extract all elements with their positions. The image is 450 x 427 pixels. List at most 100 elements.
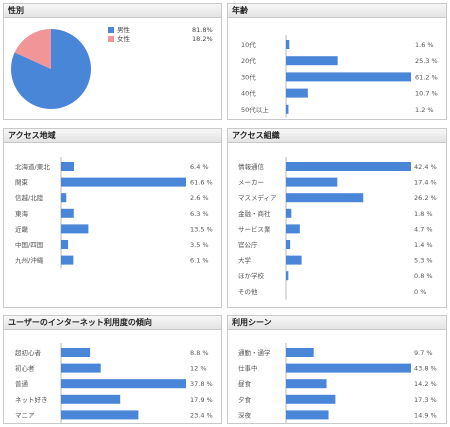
category-label: マニア (15, 411, 35, 419)
value-label: 14.9 % (414, 411, 437, 419)
category-label: 関東 (15, 178, 29, 187)
area-bar-chart: 北海道/東北 6.4 % 関東 61.6 % 信越/北陸 2.6 % 東海 6.3 % 近畿 13… (15, 157, 213, 269)
value-label: 37.8 % (190, 380, 213, 388)
category-label: ほか学校 (238, 271, 265, 280)
bar (286, 394, 336, 404)
bar (286, 56, 338, 66)
value-label: 43.8 % (414, 365, 437, 373)
category-label: 近畿 (15, 224, 29, 233)
bar (286, 255, 302, 265)
org-panel: アクセス組織 情報通信 42.4 % メーカー 17.4 % マスメディア 26.2 % 金… (227, 128, 447, 308)
panel-title: アクセス地域 (4, 129, 221, 143)
bar (286, 271, 289, 281)
category-label: 仕事中 (238, 364, 258, 373)
bar (286, 208, 292, 218)
panel-title: 年齢 (228, 4, 446, 18)
value-label: 25.3 % (415, 57, 438, 65)
value-label: 1.4 % (414, 241, 433, 249)
value-label: 1.6 % (415, 41, 434, 49)
bar (286, 379, 327, 389)
value-label: 0.8 % (414, 272, 433, 280)
legend-male-value: 81.8% (192, 26, 213, 34)
category-label: 30代 (241, 72, 256, 81)
bar (61, 363, 101, 373)
category-label: マスメディア (238, 193, 277, 202)
value-label: 6.1 % (190, 257, 209, 265)
bar (61, 348, 91, 357)
category-label: 昼食 (238, 379, 252, 388)
bar (286, 162, 411, 171)
panel-title: アクセス組織 (228, 129, 446, 143)
category-label: 官公庁 (238, 240, 258, 249)
category-label: 夕食 (238, 395, 252, 404)
value-label: 8.8 % (190, 349, 209, 357)
category-label: サービス業 (238, 224, 271, 233)
bar (61, 224, 89, 234)
usage-level-panel: ユーザーのインターネット利用度の傾向 超初心者 8.8 % 初心者 12 % 普通 37.… (3, 315, 222, 424)
value-label: 17.3 % (414, 396, 437, 404)
legend-female: 女性 (108, 35, 130, 43)
gender-pie-chart (10, 29, 91, 109)
age-bar-chart: 10代 1.6 % 20代 25.3 % 30代 61.2 % 40代 10.7 % 50代以上… (241, 35, 438, 118)
bar (61, 193, 67, 203)
category-label: 10代 (241, 40, 256, 49)
legend-female-swatch (108, 36, 114, 42)
value-label: 9.7 % (414, 349, 433, 357)
category-label: ネット好き (15, 395, 48, 404)
category-label: 情報通信 (238, 162, 265, 171)
value-label: 14.2 % (414, 380, 437, 388)
category-label: 大学 (238, 256, 252, 265)
value-label: 2.6 % (190, 194, 209, 202)
area-panel: アクセス地域 北海道/東北 6.4 % 関東 61.6 % 信越/北陸 2.6 % 東海 6.… (3, 128, 222, 308)
bar (286, 40, 290, 49)
scene-bar-chart: 通勤・通学 9.7 % 仕事中 43.8 % 昼食 14.2 % 夕食 17.3 % 深夜 14.… (238, 343, 437, 424)
panel-title: 性別 (4, 4, 221, 18)
bar (286, 240, 291, 249)
value-label: 23.4 % (190, 411, 213, 419)
bar (286, 193, 364, 203)
category-label: 北海道/東北 (15, 162, 50, 171)
category-label: その他 (238, 287, 258, 296)
legend-female-label: 女性 (117, 35, 130, 43)
value-label: 1.2 % (415, 106, 434, 114)
bar (61, 394, 121, 404)
category-label: 中国/四国 (15, 240, 43, 249)
bar (61, 240, 69, 249)
value-label: 61.6 % (190, 179, 213, 187)
bar (286, 363, 411, 373)
gender-panel: 性別 男性 81.8% 女性 18.2% (3, 3, 222, 120)
value-label: 13.5 % (190, 225, 213, 233)
value-label: 5.3 % (414, 257, 433, 265)
org-bar-chart: 情報通信 42.4 % メーカー 17.4 % マスメディア 26.2 % 金融・商社 1.8… (238, 157, 437, 300)
category-label: 40代 (241, 89, 256, 98)
category-label: 東海 (15, 209, 29, 218)
scene-panel: 利用シーン 通勤・通学 9.7 % 仕事中 43.8 % 昼食 14.2 % 夕食 17.3 … (227, 315, 447, 424)
value-label: 0 % (414, 288, 426, 296)
category-label: 九州/沖縄 (15, 256, 44, 265)
bar (61, 255, 74, 265)
panel-title: 利用シーン (228, 316, 446, 330)
bar (286, 104, 289, 114)
usage-level-bar-chart: 超初心者 8.8 % 初心者 12 % 普通 37.8 % ネット好き 17.9 % マニア 23… (15, 343, 213, 424)
bar (61, 162, 74, 171)
value-label: 42.4 % (414, 163, 437, 171)
value-label: 26.2 % (414, 194, 437, 202)
value-label: 12 % (190, 365, 207, 373)
bar (286, 348, 314, 357)
category-label: 普通 (15, 379, 29, 388)
value-label: 17.9 % (190, 396, 213, 404)
value-label: 1.8 % (414, 210, 433, 218)
value-label: 6.4 % (190, 163, 209, 171)
category-label: メーカー (238, 179, 264, 187)
bar (61, 208, 74, 218)
category-label: 20代 (241, 56, 256, 65)
bar (61, 379, 186, 389)
category-label: 超初心者 (15, 348, 42, 357)
value-label: 3.5 % (190, 241, 209, 249)
legend-male: 男性 (108, 26, 130, 34)
category-label: 深夜 (238, 410, 252, 419)
category-label: 50代以上 (241, 105, 269, 114)
bar (286, 177, 338, 187)
value-label: 6.3 % (190, 210, 209, 218)
legend-male-swatch (108, 27, 114, 33)
